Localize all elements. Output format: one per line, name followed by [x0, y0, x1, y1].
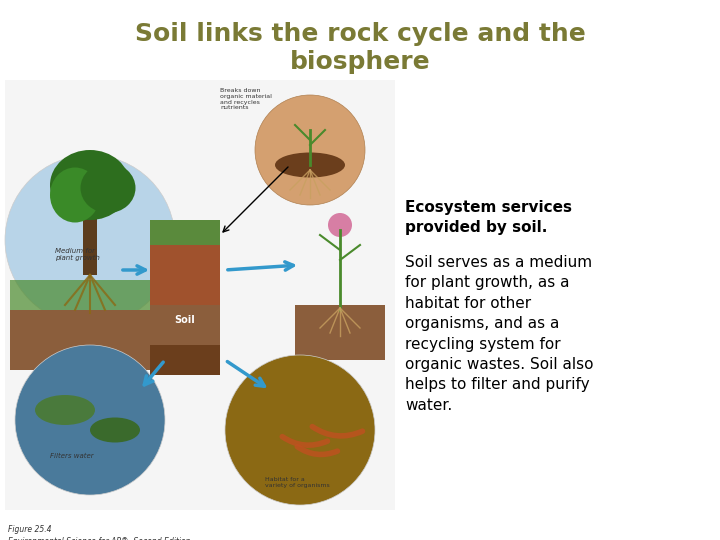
Circle shape [328, 213, 352, 237]
FancyBboxPatch shape [10, 310, 170, 370]
FancyBboxPatch shape [150, 220, 220, 245]
Text: Soil: Soil [175, 315, 195, 325]
Text: Soil serves as a medium
for plant growth, as a
habitat for other
organisms, and : Soil serves as a medium for plant growth… [405, 255, 593, 413]
FancyBboxPatch shape [10, 280, 170, 320]
Text: Breaks down
organic material
and recycles
nutrients: Breaks down organic material and recycle… [220, 88, 272, 110]
Circle shape [5, 155, 175, 325]
FancyBboxPatch shape [150, 245, 220, 305]
FancyBboxPatch shape [150, 305, 220, 345]
Ellipse shape [90, 417, 140, 442]
Ellipse shape [81, 163, 135, 213]
Circle shape [255, 95, 365, 205]
Text: Medium for
plant growth: Medium for plant growth [55, 248, 100, 261]
Ellipse shape [50, 150, 130, 220]
FancyBboxPatch shape [5, 80, 395, 510]
FancyArrowPatch shape [282, 437, 328, 445]
FancyArrowPatch shape [297, 447, 338, 455]
Ellipse shape [275, 152, 345, 178]
Circle shape [225, 355, 375, 505]
FancyBboxPatch shape [295, 305, 385, 360]
Ellipse shape [35, 395, 95, 425]
Text: Figure 25.4
Environmental Science for AP®, Second Edition
© 2015 W.H. Freeman an: Figure 25.4 Environmental Science for AP… [8, 525, 191, 540]
FancyArrowPatch shape [312, 427, 362, 436]
Ellipse shape [50, 167, 100, 222]
FancyBboxPatch shape [83, 205, 97, 275]
Circle shape [15, 345, 165, 495]
FancyBboxPatch shape [150, 345, 220, 375]
Text: Soil links the rock cycle and the: Soil links the rock cycle and the [135, 22, 585, 46]
Text: Ecosystem services
provided by soil.: Ecosystem services provided by soil. [405, 200, 572, 235]
Text: Habitat for a
variety of organisms: Habitat for a variety of organisms [265, 477, 330, 488]
Text: biosphere: biosphere [289, 50, 431, 74]
Text: Filters water: Filters water [50, 453, 94, 459]
